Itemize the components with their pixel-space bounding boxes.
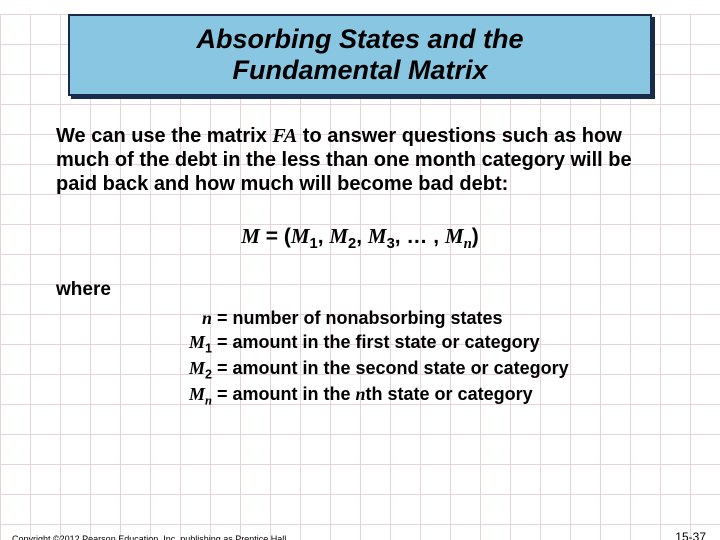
eq-close: ) xyxy=(472,225,479,248)
where-label: where xyxy=(56,279,664,301)
def-row-n: n = number of nonabsorbing states xyxy=(176,307,664,330)
copyright-text: Copyright ©2012 Pearson Education, Inc. … xyxy=(12,534,286,540)
sym-m1: M xyxy=(189,332,205,352)
sym-n: n xyxy=(202,308,212,328)
equation-m: M = (M1, M2, M3, … , Mn) xyxy=(56,224,664,253)
definitions-list: n = number of nonabsorbing states M1 = a… xyxy=(176,307,664,408)
def-mn-post: th state or category xyxy=(366,384,533,404)
sym-mn: M xyxy=(189,384,205,404)
slide-content: Absorbing States and the Fundamental Mat… xyxy=(0,14,720,409)
def-row-mn: Mn = amount in the nth state or category xyxy=(176,383,664,409)
def-mn-nth: n xyxy=(356,384,366,404)
eq-eq: = ( xyxy=(260,225,291,248)
title-line-1: Absorbing States and the xyxy=(196,24,523,54)
body-block: We can use the matrix FA to answer quest… xyxy=(56,124,664,408)
matrix-fa: FA xyxy=(272,125,297,147)
title-line-2: Fundamental Matrix xyxy=(232,55,487,85)
def-m2-text: = amount in the second state or category xyxy=(217,358,569,378)
def-row-m1: M1 = amount in the first state or catego… xyxy=(176,331,664,357)
title-text: Absorbing States and the Fundamental Mat… xyxy=(80,24,640,86)
def-n-text: = number of nonabsorbing states xyxy=(217,308,503,328)
title-box: Absorbing States and the Fundamental Mat… xyxy=(68,14,652,96)
def-m1-text: = amount in the first state or category xyxy=(217,332,540,352)
eq-lhs: M xyxy=(241,224,260,248)
def-mn-pre: = amount in the xyxy=(217,384,356,404)
intro-paragraph: We can use the matrix FA to answer quest… xyxy=(56,124,664,196)
sym-m2: M xyxy=(189,358,205,378)
intro-pre: We can use the matrix xyxy=(56,125,272,147)
def-row-m2: M2 = amount in the second state or categ… xyxy=(176,357,664,383)
page-number: 15-37 xyxy=(675,530,706,540)
